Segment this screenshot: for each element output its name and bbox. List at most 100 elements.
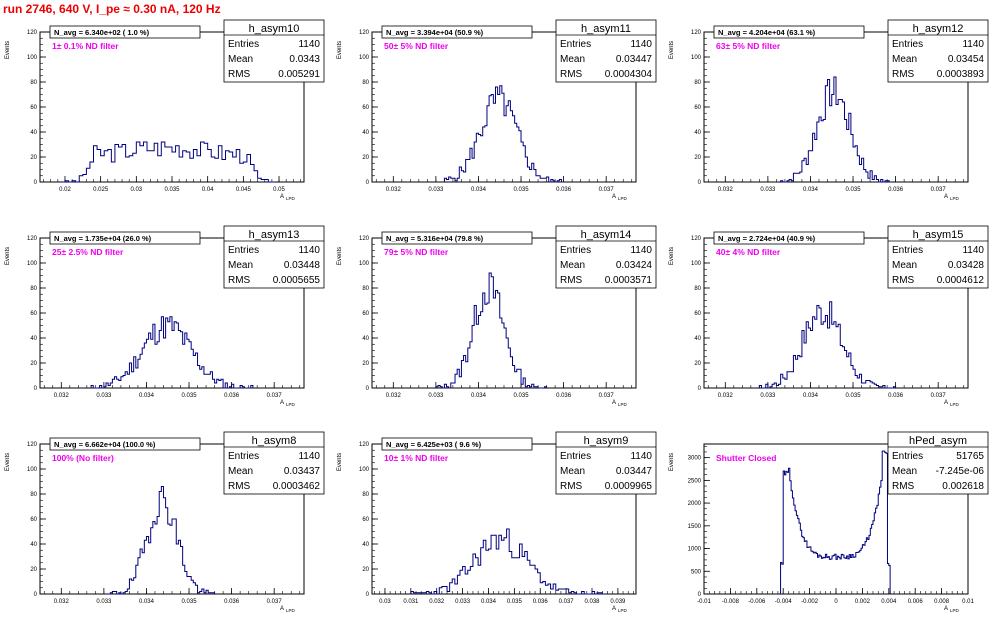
histogram-line — [780, 450, 891, 594]
n-avg-text: N_avg = 6.340e+02 ( 1.0 %) — [54, 28, 150, 37]
y-tick-label: 100 — [27, 261, 38, 267]
stats-value-mean: 0.03428 — [948, 260, 985, 271]
filter-label: 79± 5% ND filter — [384, 247, 449, 257]
x-tick-label: -0.004 — [775, 599, 793, 605]
stats-value-rms: 0.0004304 — [605, 69, 653, 80]
x-axis-label: A — [280, 606, 284, 612]
y-tick-label: 60 — [30, 311, 37, 317]
page-title: run 2746, 640 V, I_pe ≈ 0.30 nA, 120 Hz — [3, 2, 221, 16]
x-tick-label: 0.03 — [130, 187, 142, 193]
x-tick-label: 0.03 — [379, 599, 391, 605]
n-avg-box — [381, 231, 533, 245]
stats-label-entries: Entries — [892, 245, 923, 256]
x-tick-label: 0.045 — [236, 187, 252, 193]
x-axis-label: A — [944, 194, 948, 200]
y-tick-label: 3000 — [688, 456, 702, 462]
x-tick-label: 0.035 — [846, 187, 862, 193]
histogram-panel-h_asym14: Events 0 20 40 60 80 100 120 0.032 0.033 0.034 0.03… — [332, 220, 657, 425]
filter-label: 63± 5% ND filter — [716, 41, 781, 51]
y-tick-label: 20 — [362, 361, 369, 367]
y-tick-label: 0 — [366, 592, 370, 598]
stats-label-entries: Entries — [228, 39, 259, 50]
stats-label-mean: Mean — [228, 260, 253, 271]
x-tick-label: 0.032 — [386, 393, 402, 399]
histogram-name: h_asym9 — [584, 435, 629, 447]
n-avg-text: N_avg = 4.204e+04 (63.1 %) — [718, 28, 816, 37]
stats-box — [555, 225, 657, 289]
y-tick-label: 20 — [362, 155, 369, 161]
histogram-name: h_asym10 — [249, 23, 300, 35]
stats-value-rms: 0.0003571 — [605, 275, 653, 286]
histogram-name: h_asym14 — [581, 229, 632, 241]
stats-box — [887, 19, 989, 83]
histogram-panel-h_asym10: Events 0 20 40 60 80 100 120 0.02 0.025 0.03 0.035 0… — [0, 14, 325, 219]
x-tick-label: 0.037 — [931, 187, 947, 193]
histogram-svg: Events 0 20 40 60 80 100 120 0.032 0.033 0.034 0.03… — [337, 19, 657, 201]
y-tick-label: 80 — [30, 80, 37, 86]
x-tick-label: 0.037 — [931, 393, 947, 399]
y-tick-label: 0 — [698, 386, 702, 392]
x-axis-label-sub: LPD — [950, 402, 960, 407]
stats-box — [887, 431, 989, 495]
stats-label-entries: Entries — [892, 39, 923, 50]
x-tick-label: 0.032 — [718, 187, 734, 193]
histogram-name: h_asym13 — [249, 229, 300, 241]
x-tick-label: 0.033 — [96, 599, 112, 605]
n-avg-box — [381, 25, 533, 39]
stats-box — [223, 225, 325, 289]
y-tick-label: 80 — [694, 80, 701, 86]
x-tick-label: 0.031 — [403, 599, 419, 605]
stats-label-mean: Mean — [228, 466, 253, 477]
x-axis-label: A — [280, 400, 284, 406]
y-tick-label: 60 — [362, 517, 369, 523]
stats-value-entries: 1140 — [962, 39, 984, 50]
x-axis-label: A — [612, 606, 616, 612]
stats-label-rms: RMS — [892, 275, 915, 286]
y-tick-label: 60 — [362, 311, 369, 317]
histogram-line — [61, 141, 276, 183]
stats-value-entries: 51765 — [956, 451, 984, 462]
x-tick-label: 0.035 — [164, 187, 180, 193]
x-tick-label: 0.037 — [559, 599, 575, 605]
y-axis-label: Events — [5, 453, 11, 471]
y-axis-label: Events — [669, 247, 675, 265]
histogram-line — [443, 85, 564, 183]
y-tick-label: 80 — [30, 286, 37, 292]
y-tick-label: 1500 — [688, 524, 702, 530]
stats-value-entries: 1140 — [962, 245, 984, 256]
y-tick-label: 40 — [694, 336, 701, 342]
filter-label: Shutter Closed — [716, 453, 776, 463]
x-tick-label: -0.008 — [722, 599, 740, 605]
y-tick-label: 40 — [30, 130, 37, 136]
y-tick-label: 40 — [362, 130, 369, 136]
y-tick-label: 20 — [30, 361, 37, 367]
x-tick-label: 0.008 — [934, 599, 950, 605]
x-tick-label: 0.038 — [584, 599, 600, 605]
y-tick-label: 100 — [359, 261, 370, 267]
y-tick-label: 60 — [694, 311, 701, 317]
y-tick-label: 100 — [359, 55, 370, 61]
stats-box — [555, 431, 657, 495]
stats-value-rms: 0.0009965 — [605, 481, 653, 492]
y-tick-label: 120 — [359, 442, 370, 448]
x-tick-label: 0.035 — [514, 393, 530, 399]
x-tick-label: 0.032 — [54, 599, 70, 605]
stats-label-rms: RMS — [892, 69, 915, 80]
y-tick-label: 120 — [27, 442, 38, 448]
y-tick-label: 60 — [694, 105, 701, 111]
n-avg-box — [381, 437, 533, 451]
n-avg-box — [713, 231, 865, 245]
histogram-panel-h_asym12: Events 0 20 40 60 80 100 120 0.032 0.033 0.034 0.03… — [664, 14, 989, 219]
y-tick-label: 0 — [34, 386, 38, 392]
x-tick-label: 0.034 — [803, 393, 819, 399]
histogram-line — [758, 301, 897, 389]
x-tick-label: 0.034 — [139, 599, 155, 605]
stats-label-mean: Mean — [560, 260, 585, 271]
histogram-svg: Events 0 20 40 60 80 100 120 0.02 0.025 0.03 0.035 0… — [5, 19, 325, 201]
y-tick-label: 20 — [30, 567, 37, 573]
x-axis-label-sub: LPD — [950, 608, 960, 613]
x-tick-label: 0.034 — [139, 393, 155, 399]
stats-value-entries: 1140 — [298, 451, 320, 462]
histogram-panel-h_asym9: Events 0 20 40 60 80 100 120 0.03 0.031 0.032 0.033… — [332, 426, 657, 631]
n-avg-text: N_avg = 2.724e+04 (40.9 %) — [718, 234, 816, 243]
